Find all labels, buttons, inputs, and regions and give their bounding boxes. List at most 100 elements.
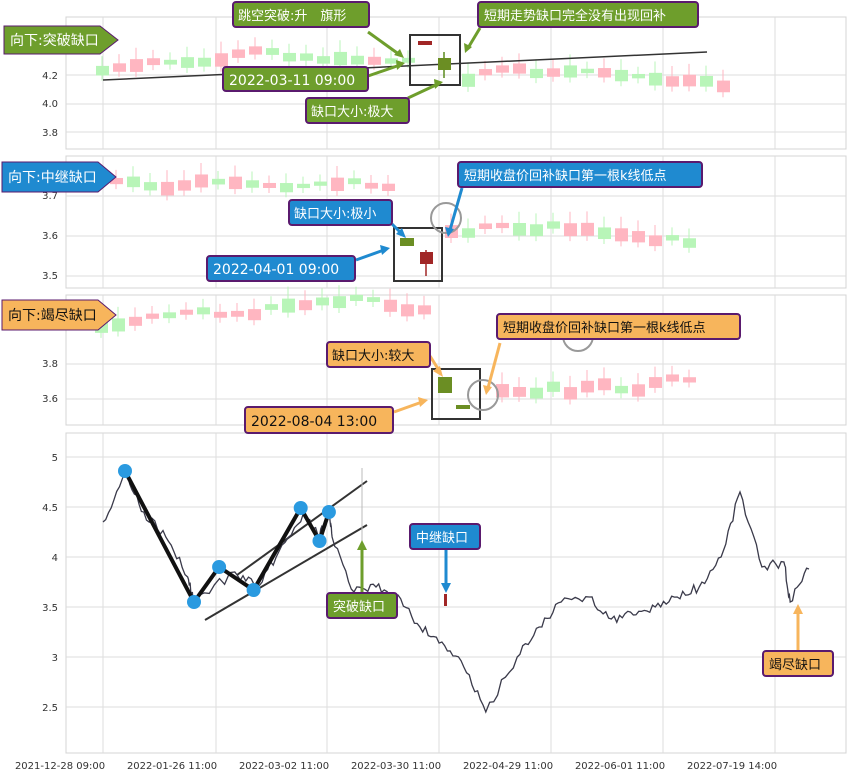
annotation-label: 短期收盘价回补缺口第一根k线低点 [457, 161, 703, 188]
panel3-ytick: 3.8 [42, 359, 58, 370]
candle [649, 72, 662, 86]
candle [632, 384, 645, 397]
candle [547, 381, 560, 392]
continuation-gap-label-text: 中继缺口 [416, 531, 468, 546]
pattern-point [312, 534, 327, 548]
annotation-label-text: 短期收盘价回补缺口第一根k线低点 [503, 320, 706, 336]
candle [212, 178, 225, 185]
arrowhead [464, 43, 472, 53]
panel3-gap-box [431, 368, 481, 420]
candle [178, 180, 191, 191]
annotation-label-text: 缺口大小:极大 [311, 105, 393, 120]
panel1-trendline [102, 51, 708, 81]
panel2-ytick: 3.6 [42, 231, 58, 242]
candle [232, 49, 245, 58]
candle [113, 63, 126, 72]
candle [564, 223, 577, 237]
main-ytick: 4.5 [42, 503, 58, 514]
candle [666, 76, 679, 87]
candle [180, 309, 193, 315]
arrow [355, 248, 385, 262]
candle [402, 57, 415, 63]
candle [683, 238, 696, 248]
panel3-tag-text: 向下:竭尽缺口 [8, 308, 97, 324]
candle [547, 221, 560, 229]
candle [666, 374, 679, 382]
arrowhead [433, 366, 443, 377]
continuation-gap-label: 中继缺口 [409, 523, 481, 550]
pattern-point [118, 464, 132, 478]
breakout-gap-label-text: 突破缺口 [333, 599, 385, 615]
panel2-gap-candle [400, 238, 414, 246]
arrowhead [357, 540, 367, 550]
x-tick-label: 2022-03-02 11:00 [239, 761, 329, 772]
panel1-ytick: 3.8 [42, 128, 58, 139]
annotation-label: 2022-03-11 09:00 [222, 66, 369, 92]
main-ytick: 4 [52, 553, 58, 564]
main-ytick: 3.5 [42, 603, 58, 614]
candle [462, 73, 475, 87]
main-yticks: 5 4.5 4 3.5 3 2.5 [42, 453, 58, 714]
candle [348, 178, 361, 185]
candle [496, 222, 509, 229]
annotation-label-text: 跳空突破:升 旗形 [238, 8, 346, 24]
candle [181, 57, 194, 68]
candle [263, 182, 276, 189]
candle [632, 73, 645, 79]
candle [163, 312, 176, 319]
candle [462, 228, 475, 238]
annotation-label: 缺口大小:极大 [305, 97, 410, 124]
arrow [407, 82, 439, 100]
arrowhead [396, 228, 406, 238]
annotation-label-box [206, 255, 356, 282]
arrowhead [793, 604, 803, 614]
candle [112, 318, 125, 332]
candle [384, 299, 397, 312]
panel2-ytick: 3.7 [42, 191, 58, 202]
candle [496, 65, 509, 73]
candle [130, 59, 143, 72]
annotation-label-box [457, 161, 703, 188]
candle [385, 58, 398, 64]
annotation-label-text: 2022-04-01 09:00 [213, 262, 339, 278]
annotation-label-text: 2022-08-04 13:00 [251, 414, 377, 430]
candle [365, 182, 378, 189]
candle [215, 53, 228, 67]
panel3-tag: 向下:竭尽缺口 [1, 299, 117, 331]
annotation-label-text: 缺口大小:极小 [294, 207, 376, 222]
x-tick-label: 2022-01-26 11:00 [127, 761, 217, 772]
panel2-tag-shape [1, 161, 117, 193]
candle [564, 387, 577, 400]
candle [401, 304, 414, 317]
candle [266, 48, 279, 55]
continuation-gap-marker [444, 594, 447, 606]
candle [127, 176, 140, 188]
panel-frame-1 [65, 16, 847, 150]
candle [615, 69, 628, 82]
candle [297, 183, 310, 189]
exhaustion-gap-label-box [762, 650, 834, 677]
candle [717, 80, 730, 93]
main-xticks: 2021-12-28 09:00 2022-01-26 11:00 2022-0… [15, 761, 777, 772]
arrow [367, 30, 401, 57]
panel2-tag: 向下:中继缺口 [1, 161, 117, 193]
x-tick-label: 2022-06-01 11:00 [575, 761, 665, 772]
annotation-label-box [305, 97, 410, 124]
candle [367, 297, 380, 302]
annotation-label: 短期走势缺口完全没有出现回补 [477, 1, 699, 28]
annotation-label: 2022-08-04 13:00 [244, 406, 394, 434]
candle [530, 224, 543, 237]
arrowhead [441, 583, 451, 593]
candle [147, 58, 160, 66]
candle [316, 297, 329, 306]
arrowhead [396, 60, 405, 70]
annotation-label-box [496, 313, 741, 340]
candle [479, 223, 492, 229]
arrow [486, 342, 502, 389]
arrowhead [483, 385, 492, 395]
candle [530, 387, 543, 399]
candle [418, 305, 431, 315]
candle [479, 69, 492, 76]
arrow [367, 63, 401, 78]
